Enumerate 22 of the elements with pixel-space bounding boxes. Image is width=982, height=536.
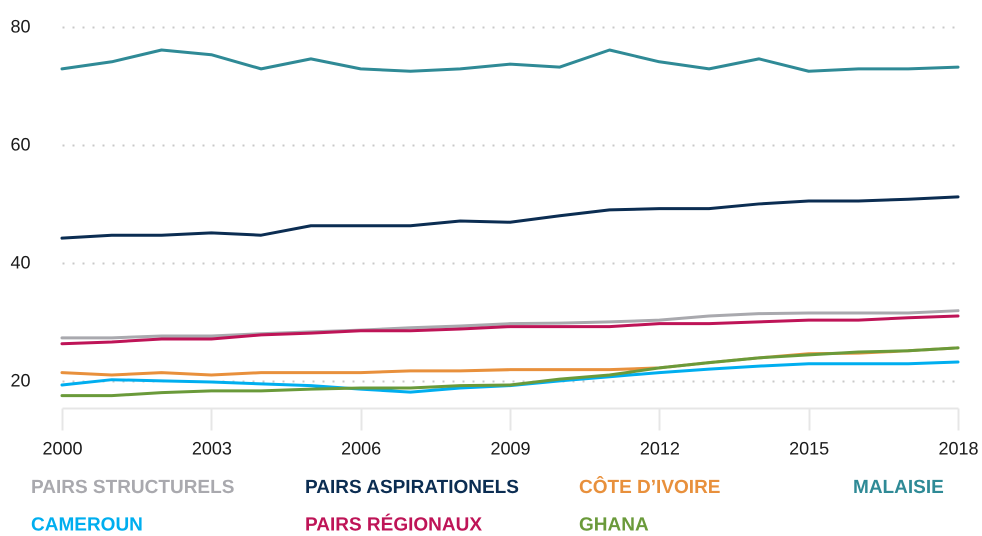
line-series [60, 195, 960, 240]
line-series [60, 314, 960, 346]
x-tick-label: 2012 [640, 438, 680, 458]
x-tick-label: 2006 [341, 438, 382, 458]
x-tick-label: 2018 [938, 438, 979, 458]
line-series [60, 346, 960, 398]
line-series [60, 48, 960, 73]
text: PAIRS STRUCTURELS [31, 476, 234, 498]
text: PAIRS ASPIRATIONELS [305, 476, 519, 498]
x-tick-label: 2015 [789, 438, 830, 458]
text: MALAISIE [853, 476, 944, 498]
x-tick-label: 2000 [42, 438, 83, 458]
y-tick-label: 20 [10, 370, 30, 390]
x-tick-label: 2003 [192, 438, 232, 458]
y-tick-label: 60 [10, 134, 30, 154]
text: GHANA [579, 514, 649, 536]
text: PAIRS RÉGIONAUX [305, 514, 482, 536]
text: CÔTE D’IVOIRE [579, 474, 720, 498]
text: CAMEROUN [31, 514, 143, 536]
y-tick-label: 40 [10, 252, 30, 272]
y-tick-label: 80 [10, 16, 30, 36]
x-tick-label: 2009 [490, 438, 531, 458]
